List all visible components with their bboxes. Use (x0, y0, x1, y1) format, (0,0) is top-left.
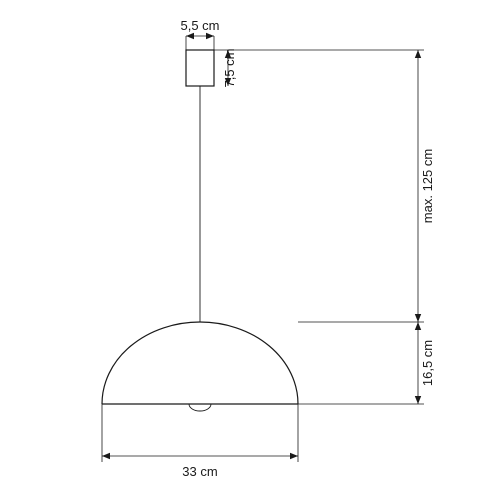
dim-shade-width: 33 cm (182, 464, 217, 479)
bulb (189, 404, 211, 411)
dim-shade-height: 16,5 cm (420, 340, 435, 386)
pendant-lamp-dimension-diagram: 5,5 cm7,5 cm max. 125 cm 16,5 cm 33 cm (0, 0, 500, 500)
ceiling-mount (186, 50, 214, 86)
dim-total-height: max. 125 cm (420, 149, 435, 223)
dim-mount-width: 5,5 cm (180, 18, 219, 33)
lamp-shade (102, 322, 298, 404)
dim-mount-height: 7,5 cm (222, 48, 237, 87)
pendant-lamp (102, 50, 298, 411)
